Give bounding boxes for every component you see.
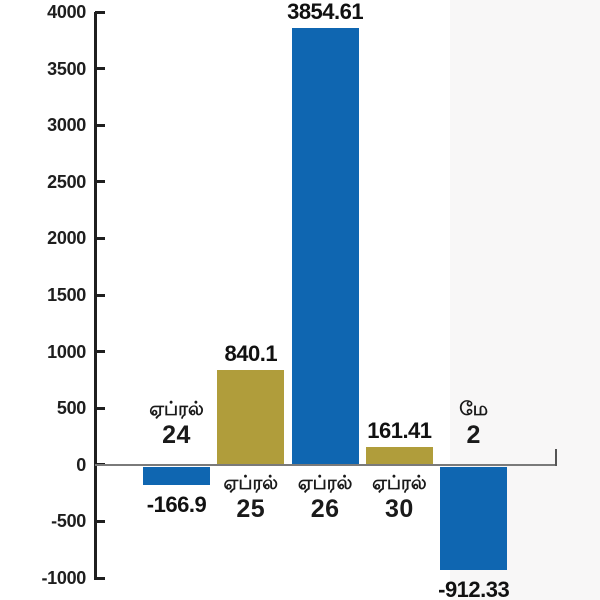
bar-5 bbox=[440, 466, 508, 570]
bar-category-day: 25 bbox=[236, 494, 266, 523]
y-tick bbox=[95, 236, 105, 240]
baseline-end-tick bbox=[554, 449, 558, 466]
y-tick-label: 500 bbox=[56, 398, 86, 419]
bar-category-month: ஏப்ரல் bbox=[223, 472, 279, 494]
y-tick bbox=[95, 519, 105, 523]
bar-category-label: ஏப்ரல் 25 bbox=[186, 471, 316, 523]
y-tick bbox=[95, 576, 105, 580]
bar-category-day: 30 bbox=[384, 494, 414, 523]
y-tick-label: 1500 bbox=[47, 285, 86, 305]
y-tick bbox=[95, 293, 105, 297]
y-tick-label: 2500 bbox=[47, 171, 86, 192]
y-tick-label: 0 bbox=[76, 454, 86, 475]
y-tick bbox=[95, 350, 105, 354]
y-tick-label: -1000 bbox=[41, 568, 86, 588]
bar-category-day: 24 bbox=[162, 420, 191, 449]
bar-category-label: ஏப்ரல் 26 bbox=[260, 471, 390, 523]
bar-category-month: ஏப்ரல் bbox=[297, 472, 353, 494]
y-tick bbox=[95, 10, 105, 14]
bar-value-label: 840.1 bbox=[224, 340, 278, 366]
bar-3 bbox=[291, 28, 359, 465]
y-tick-label: -500 bbox=[51, 511, 86, 532]
bar-category-month: ஏப்ரல் bbox=[149, 398, 204, 420]
bar-category-day: 2 bbox=[466, 420, 481, 449]
bar-category-label: மே 2 bbox=[409, 397, 539, 449]
bar-category-label: ஏப்ரல் 30 bbox=[334, 471, 464, 523]
bar-4 bbox=[365, 446, 433, 465]
y-tick bbox=[95, 406, 105, 410]
bar-category-label: ஏப்ரல் 24 bbox=[112, 397, 242, 449]
bar-category-day: 26 bbox=[310, 494, 340, 523]
y-tick-label: 1000 bbox=[47, 341, 86, 362]
bar-value-label: 3854.61 bbox=[287, 0, 364, 25]
bar-2 bbox=[217, 369, 285, 465]
bar-value-label: -912.33 bbox=[438, 576, 510, 600]
y-tick bbox=[95, 180, 105, 184]
y-tick bbox=[95, 67, 105, 71]
x-baseline bbox=[95, 463, 557, 467]
bar-value-label: 161.41 bbox=[367, 417, 432, 443]
bar-1 bbox=[143, 466, 210, 486]
y-tick-label: 4000 bbox=[47, 2, 86, 22]
y-tick-label: 2000 bbox=[47, 228, 86, 249]
bar-category-month: ஏப்ரல் bbox=[372, 472, 427, 494]
y-tick-label: 3000 bbox=[47, 115, 86, 136]
bar-category-month: மே bbox=[459, 398, 489, 420]
y-tick bbox=[95, 123, 105, 127]
y-tick-label: 3500 bbox=[47, 58, 86, 79]
bar-value-label: -166.9 bbox=[146, 492, 207, 518]
